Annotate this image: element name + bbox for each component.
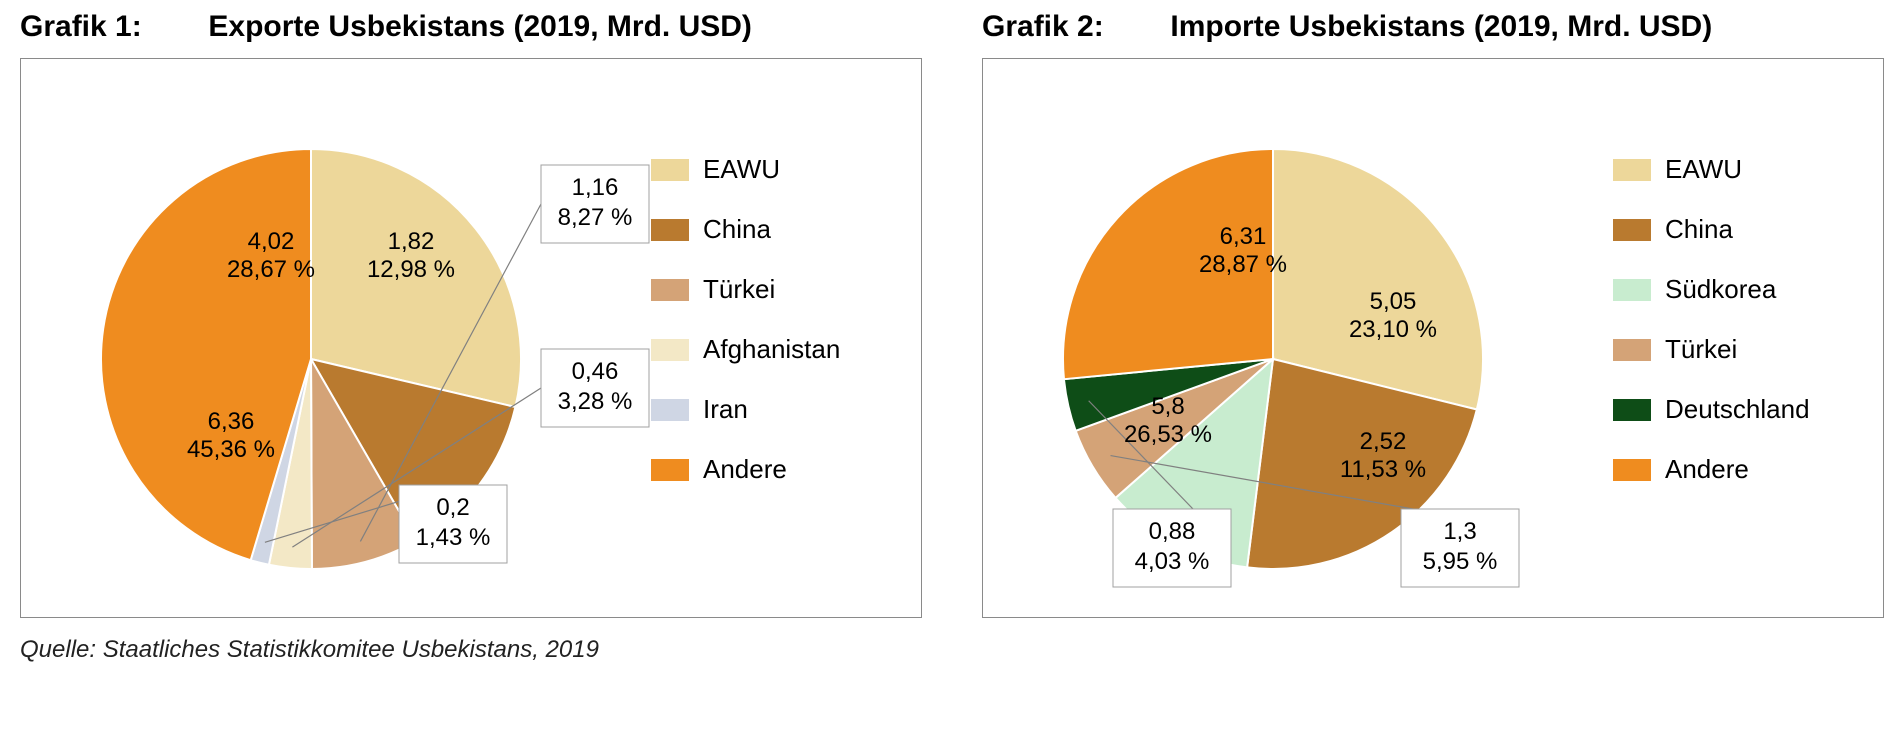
- legend-label: EAWU: [1665, 154, 1742, 184]
- chart-svg-imports: 6,3128,87 % 5,0523,10 % 2,5211,53 % 1,3 5,95…: [983, 59, 1883, 619]
- legend-label: EAWU: [703, 154, 780, 184]
- slice-label: 5,8: [1151, 393, 1184, 420]
- callout-value: 1,16: [572, 174, 619, 201]
- figure-wrap: Grafik 1: Exporte Usbekistans (2019, Mrd…: [0, 0, 1890, 674]
- legend-swatch: [1613, 399, 1651, 421]
- callout-value: 0,46: [572, 358, 619, 385]
- callout-pct: 4,03 %: [1135, 548, 1210, 575]
- callout-pct: 1,43 %: [416, 524, 491, 551]
- slice-label: 1,82: [388, 228, 435, 255]
- callout-value: 0,2: [436, 494, 469, 521]
- slice-label: 6,36: [208, 408, 255, 435]
- legend-label: China: [1665, 214, 1733, 244]
- source-text: Quelle: Staatliches Statistikkomitee Usb…: [20, 636, 1870, 664]
- chart-svg-exports: 4,0228,67 % 1,8212,98 % 1,16 8,27 % 0,46 3,28…: [21, 59, 921, 619]
- legend-swatch: [651, 219, 689, 241]
- callout-pct: 8,27 %: [558, 204, 633, 231]
- legend-swatch: [651, 459, 689, 481]
- chart-block-imports: Grafik 2: Importe Usbekistans (2019, Mrd…: [982, 10, 1884, 618]
- legend-swatch: [651, 339, 689, 361]
- slice-label: 6,31: [1220, 223, 1267, 250]
- legend-label: Iran: [703, 394, 748, 424]
- callout-pct: 5,95 %: [1423, 548, 1498, 575]
- slice-label-pct: 12,98 %: [367, 256, 455, 283]
- legend-swatch: [1613, 159, 1651, 181]
- slice-label-pct: 28,87 %: [1199, 251, 1287, 278]
- legend-swatch: [1613, 339, 1651, 361]
- chart-title-exports: Grafik 1: Exporte Usbekistans (2019, Mrd…: [20, 10, 922, 44]
- legend-swatch: [1613, 219, 1651, 241]
- legend-label: Türkei: [703, 274, 775, 304]
- chart-frame-imports: 6,3128,87 % 5,0523,10 % 2,5211,53 % 1,3 5,95…: [982, 58, 1884, 618]
- slice-label: 2,52: [1360, 428, 1407, 455]
- legend-label: China: [703, 214, 771, 244]
- callout-value: 0,88: [1149, 518, 1196, 545]
- legend-label: Andere: [703, 454, 787, 484]
- legend-label: Südkorea: [1665, 274, 1777, 304]
- legend-swatch: [651, 159, 689, 181]
- slice-label-pct: 28,67 %: [227, 256, 315, 283]
- legend-swatch: [651, 399, 689, 421]
- legend-swatch: [1613, 279, 1651, 301]
- chart-frame-exports: 4,0228,67 % 1,8212,98 % 1,16 8,27 % 0,46 3,28…: [20, 58, 922, 618]
- slice-label: 4,02: [248, 228, 295, 255]
- slice-label: 5,05: [1370, 288, 1417, 315]
- legend-label: Afghanistan: [703, 334, 840, 364]
- legend-label: Andere: [1665, 454, 1749, 484]
- legend-label: Deutschland: [1665, 394, 1810, 424]
- slice-label-pct: 11,53 %: [1340, 456, 1426, 483]
- slice-label-pct: 23,10 %: [1349, 316, 1437, 343]
- legend-label: Türkei: [1665, 334, 1737, 364]
- callout-value: 1,3: [1443, 518, 1476, 545]
- callout-pct: 3,28 %: [558, 388, 633, 415]
- slice-label-pct: 45,36 %: [187, 436, 275, 463]
- slice-label-pct: 26,53 %: [1124, 421, 1212, 448]
- charts-row: Grafik 1: Exporte Usbekistans (2019, Mrd…: [20, 10, 1870, 618]
- chart-block-exports: Grafik 1: Exporte Usbekistans (2019, Mrd…: [20, 10, 922, 618]
- legend-swatch: [1613, 459, 1651, 481]
- chart-title-imports: Grafik 2: Importe Usbekistans (2019, Mrd…: [982, 10, 1884, 44]
- legend-swatch: [651, 279, 689, 301]
